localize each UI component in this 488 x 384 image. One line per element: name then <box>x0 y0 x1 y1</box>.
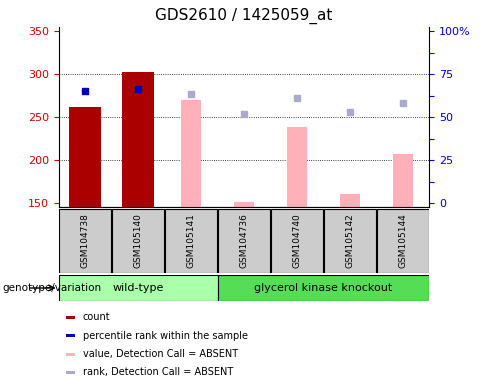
Bar <box>218 209 270 273</box>
Bar <box>66 316 75 319</box>
Text: GSM105141: GSM105141 <box>186 214 196 268</box>
Bar <box>66 353 75 356</box>
Bar <box>324 209 376 273</box>
Bar <box>165 209 217 273</box>
Text: wild-type: wild-type <box>112 283 163 293</box>
Bar <box>59 275 218 301</box>
Bar <box>66 334 75 337</box>
Text: count: count <box>82 312 110 322</box>
Bar <box>218 275 429 301</box>
Text: rank, Detection Call = ABSENT: rank, Detection Call = ABSENT <box>82 367 233 377</box>
Bar <box>377 209 429 273</box>
Bar <box>69 107 101 207</box>
Text: genotype/variation: genotype/variation <box>2 283 102 293</box>
Bar <box>59 209 111 273</box>
Text: GSM104736: GSM104736 <box>240 214 248 268</box>
Text: GSM105142: GSM105142 <box>346 214 354 268</box>
Text: GSM105140: GSM105140 <box>134 214 142 268</box>
Bar <box>234 202 254 207</box>
Text: value, Detection Call = ABSENT: value, Detection Call = ABSENT <box>82 349 238 359</box>
Bar <box>66 371 75 374</box>
Bar <box>181 100 202 207</box>
Text: GSM104740: GSM104740 <box>292 214 302 268</box>
Bar <box>271 209 323 273</box>
Text: glycerol kinase knockout: glycerol kinase knockout <box>254 283 393 293</box>
Text: GSM104738: GSM104738 <box>81 214 90 268</box>
Text: percentile rank within the sample: percentile rank within the sample <box>82 331 248 341</box>
Bar <box>112 209 164 273</box>
Bar <box>286 127 307 207</box>
Bar <box>340 194 360 207</box>
Bar <box>122 71 154 207</box>
Text: GSM105144: GSM105144 <box>398 214 407 268</box>
Title: GDS2610 / 1425059_at: GDS2610 / 1425059_at <box>155 8 333 24</box>
Bar <box>393 154 413 207</box>
